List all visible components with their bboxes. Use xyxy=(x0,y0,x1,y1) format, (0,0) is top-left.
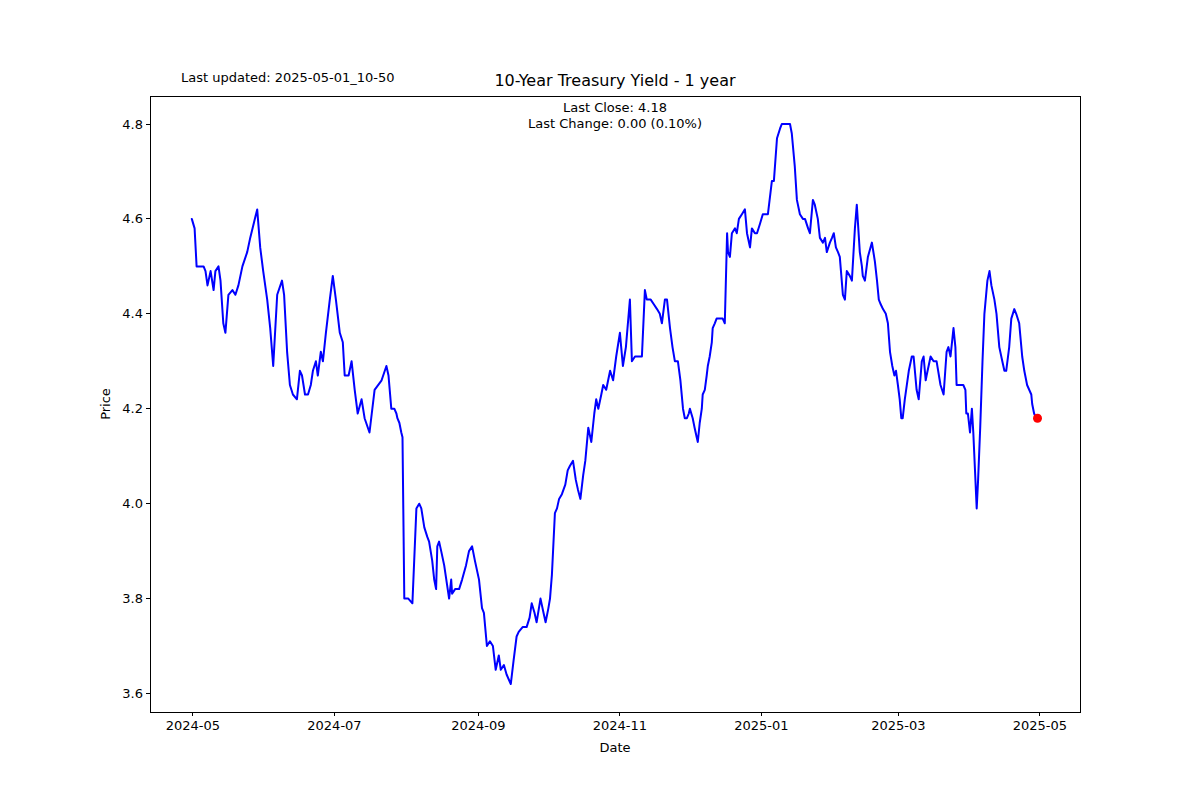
last-price-dot xyxy=(1033,414,1042,423)
x-tick-label: 2024-09 xyxy=(451,718,505,733)
x-tick-label: 2025-05 xyxy=(1013,718,1067,733)
y-tick-label: 4.4 xyxy=(122,306,143,321)
y-tick-label: 4.6 xyxy=(122,211,143,226)
x-tick-label: 2024-05 xyxy=(166,718,220,733)
y-tick-label: 4.8 xyxy=(122,117,143,132)
x-tick-label: 2025-01 xyxy=(734,718,788,733)
plot-border xyxy=(150,96,1080,712)
x-axis-label: Date xyxy=(150,740,1080,755)
y-tick-label: 3.8 xyxy=(122,591,143,606)
y-tick-label: 4.0 xyxy=(122,496,143,511)
subtitle-last-change: Last Change: 0.00 (0.10%) xyxy=(150,116,1080,132)
x-tick-label: 2024-07 xyxy=(307,718,361,733)
chart-title: 10-Year Treasury Yield - 1 year xyxy=(150,71,1080,90)
subtitle-last-close: Last Close: 4.18 xyxy=(150,100,1080,116)
x-tick-label: 2025-03 xyxy=(871,718,925,733)
x-tick-label: 2024-11 xyxy=(593,718,647,733)
chart-subtitle: Last Close: 4.18 Last Change: 0.00 (0.10… xyxy=(150,100,1080,131)
y-tick-label: 4.2 xyxy=(122,401,143,416)
y-axis-label: Price xyxy=(98,388,113,420)
chart-figure: 2024-05 2024-07 2024-09 2024-11 2025-01 2025-… xyxy=(0,0,1200,800)
y-tick-label: 3.6 xyxy=(122,686,143,701)
